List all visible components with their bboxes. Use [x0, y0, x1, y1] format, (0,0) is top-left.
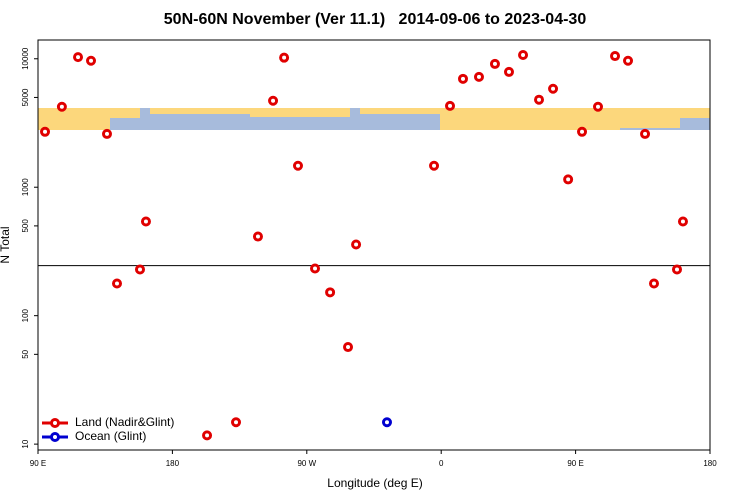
point — [503, 66, 514, 77]
x-tick-label: 180 — [703, 459, 717, 468]
point — [140, 216, 151, 227]
point — [640, 128, 651, 139]
point — [268, 95, 279, 106]
point — [458, 73, 469, 84]
point — [593, 101, 603, 112]
point — [279, 52, 290, 63]
point — [56, 101, 67, 112]
point — [351, 239, 362, 250]
point — [548, 83, 559, 94]
point — [445, 100, 456, 111]
point — [518, 49, 529, 60]
point — [489, 58, 500, 69]
legend-marker — [50, 418, 60, 428]
point — [134, 264, 145, 275]
point — [563, 174, 574, 185]
point — [473, 71, 484, 82]
point — [202, 430, 213, 441]
y-tick-label: 10 — [21, 439, 30, 448]
point — [310, 263, 321, 274]
point — [577, 126, 588, 137]
point — [325, 287, 336, 298]
map-band — [38, 108, 710, 130]
point — [86, 55, 97, 66]
point — [610, 51, 621, 62]
x-tick-label: 90 E — [30, 459, 46, 468]
y-tick-label: 10000 — [21, 47, 30, 70]
y-axis-label: N Total — [0, 226, 12, 263]
point — [381, 417, 392, 428]
y-tick-label: 1000 — [21, 178, 30, 196]
x-tick-label: 90 W — [297, 459, 316, 468]
point — [292, 160, 303, 171]
x-tick-label: 0 — [439, 459, 444, 468]
plot-frame — [37, 39, 711, 451]
point — [534, 94, 545, 105]
point — [252, 231, 263, 242]
point — [101, 128, 112, 139]
point — [40, 126, 51, 137]
legend-label: Land (Nadir&Glint) — [75, 415, 174, 429]
point — [231, 417, 242, 428]
point — [677, 216, 688, 227]
legend-label: Ocean (Glint) — [75, 429, 146, 443]
y-tick-label: 100 — [21, 308, 30, 322]
point — [623, 55, 634, 66]
point — [73, 52, 84, 63]
point — [429, 160, 440, 171]
x-axis-label: Longitude (deg E) — [327, 476, 422, 490]
point — [343, 342, 354, 353]
x-tick-label: 180 — [166, 459, 180, 468]
y-tick-label: 5000 — [21, 88, 30, 106]
legend-marker — [50, 432, 60, 442]
y-tick-label: 50 — [21, 349, 30, 358]
chart-title: 50N-60N November (Ver 11.1) 2014-09-06 t… — [164, 11, 587, 28]
point — [671, 264, 682, 275]
y-tick-label: 500 — [21, 219, 30, 233]
point — [649, 278, 659, 289]
point — [111, 278, 122, 289]
x-tick-label: 90 E — [567, 459, 583, 468]
